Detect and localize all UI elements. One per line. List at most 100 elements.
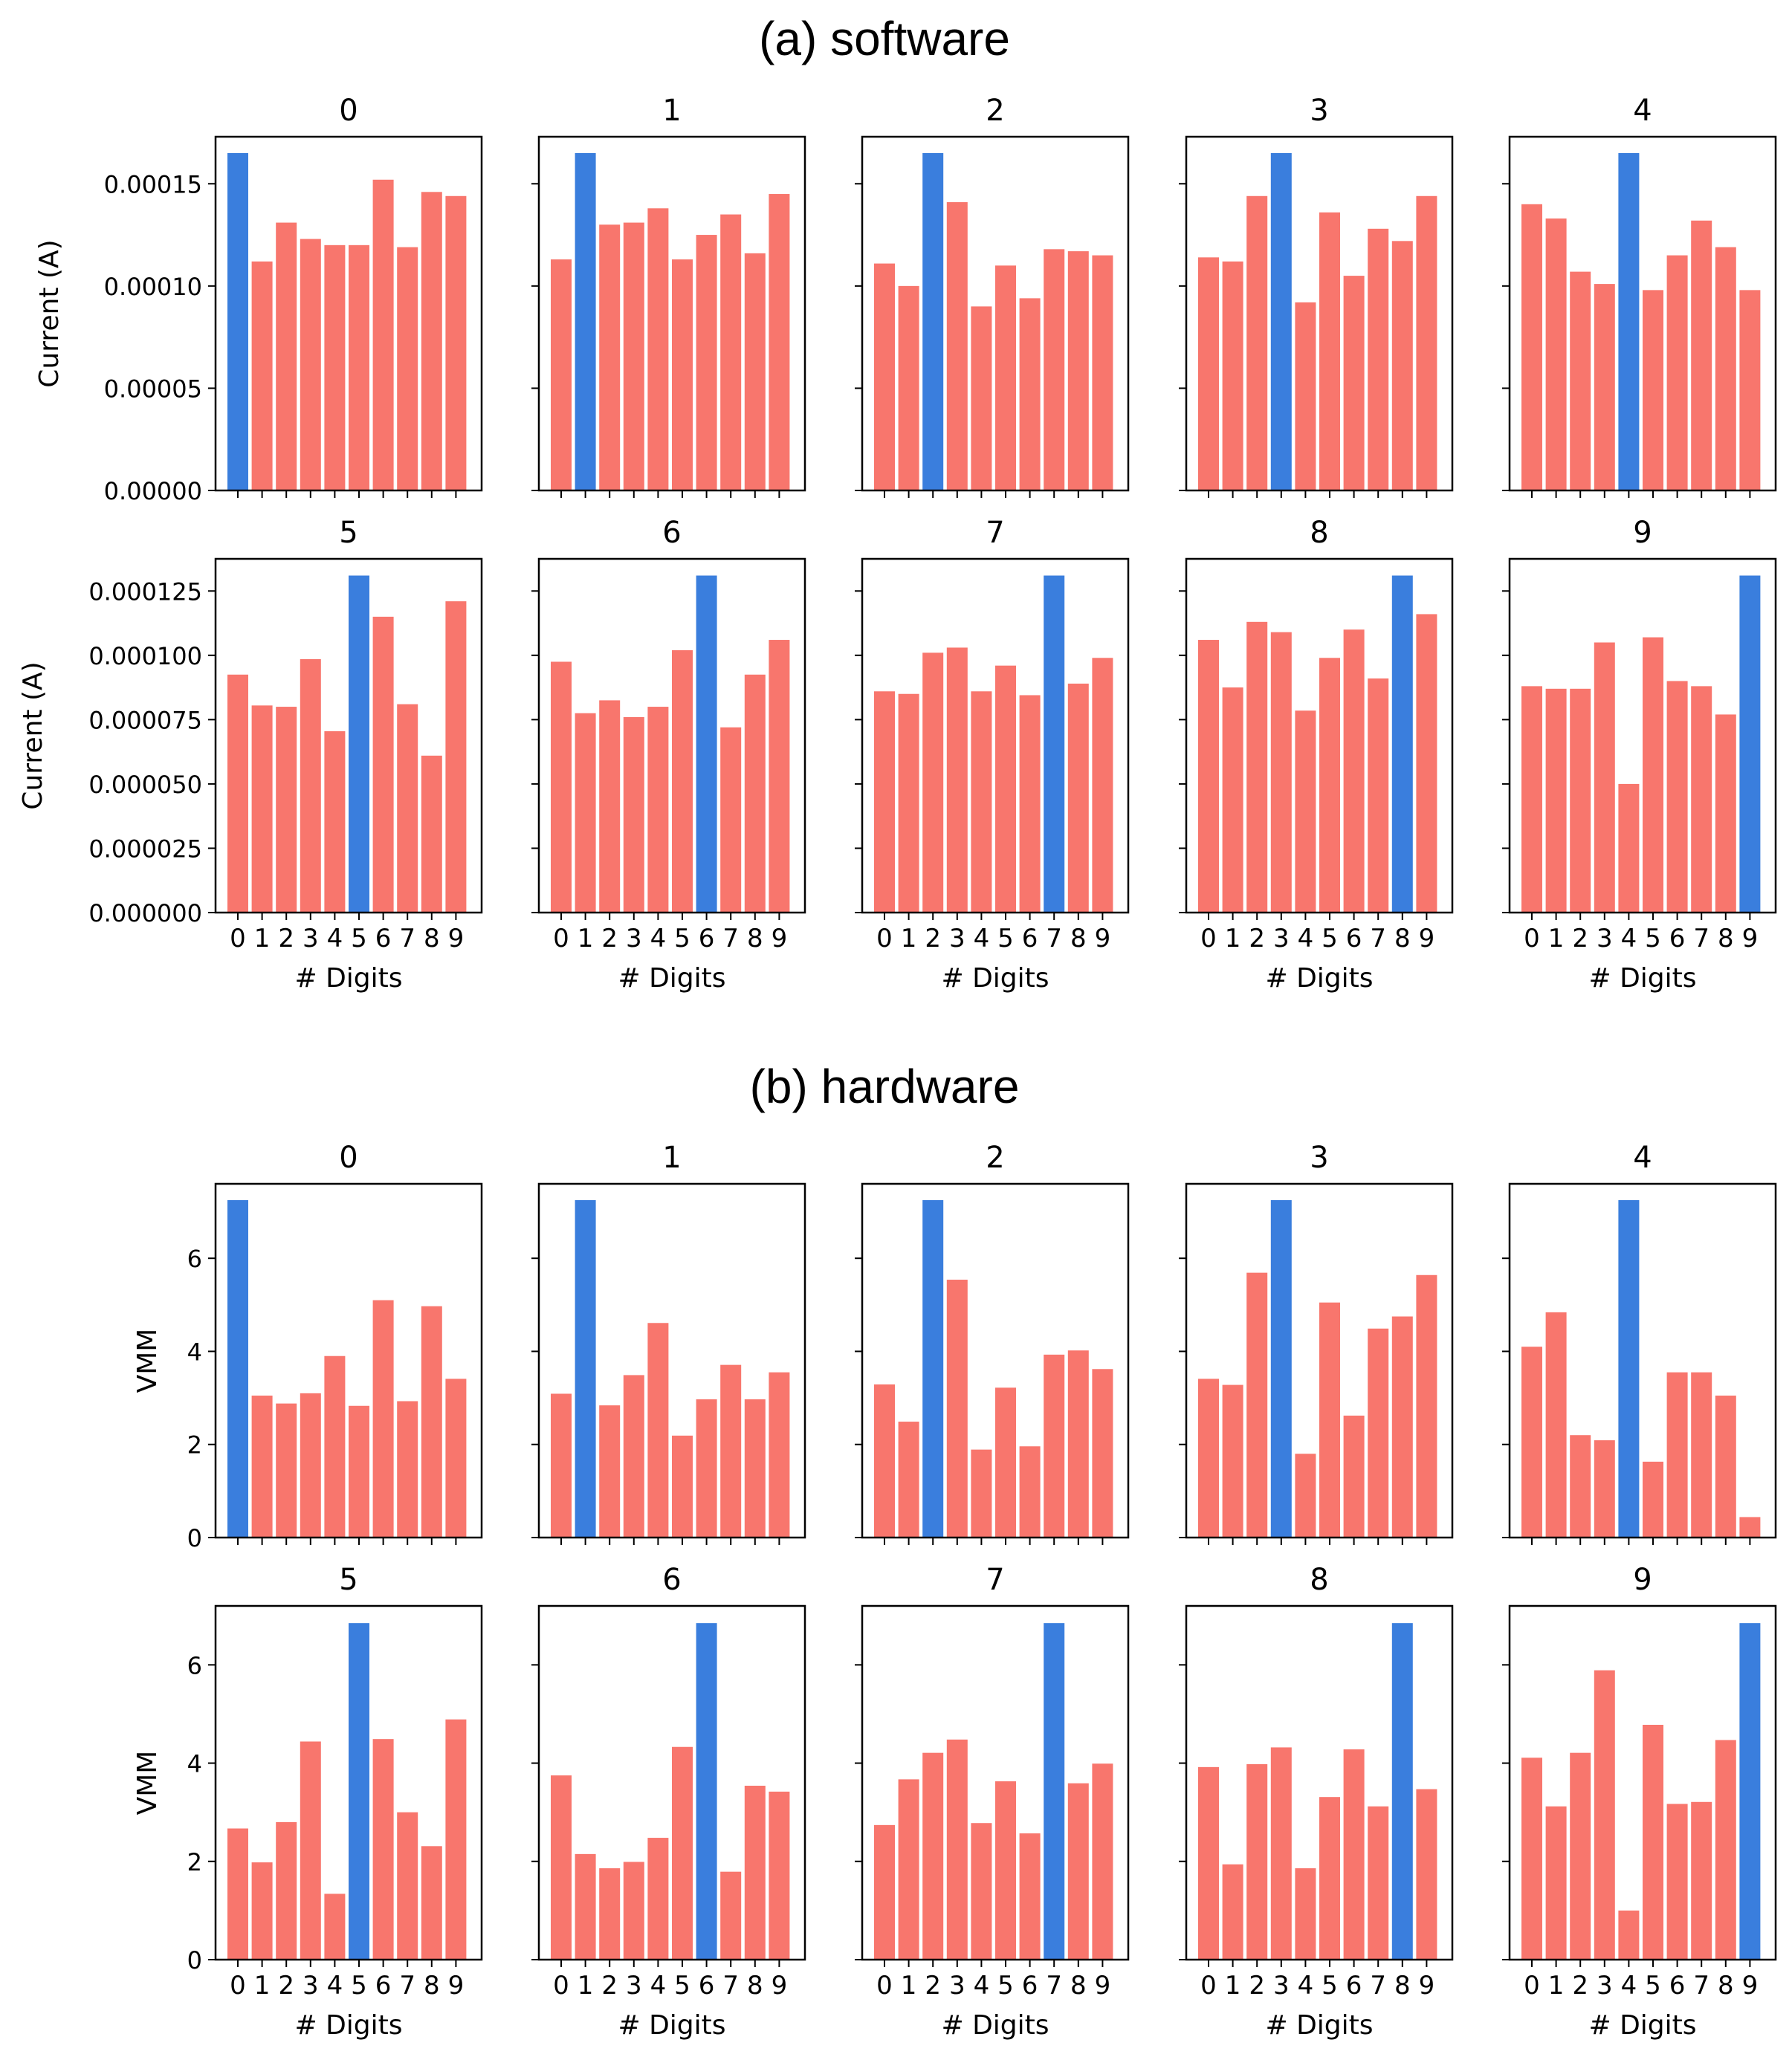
panel-title: 3 (1310, 94, 1328, 128)
bar-digit-4 (647, 1838, 669, 1960)
bar-digit-0 (1198, 640, 1219, 913)
y-axis-label: Current (A) (18, 661, 48, 809)
bar-digit-4 (1295, 302, 1316, 490)
bar-digit-0 (227, 153, 248, 490)
bar-digit-9 (769, 1791, 790, 1960)
panel-title: 6 (662, 1563, 681, 1597)
x-tick-label: 4 (327, 924, 343, 953)
bar-digit-7 (397, 1401, 418, 1538)
bar-digit-7 (720, 214, 742, 490)
bar-digit-9 (1092, 1369, 1113, 1538)
x-tick-label: 6 (1022, 924, 1038, 953)
x-tick-label: 8 (747, 924, 763, 953)
x-tick-label: 6 (699, 1971, 715, 2001)
bar-digit-4 (971, 691, 992, 913)
x-tick-label: 0 (230, 1971, 246, 2001)
bar-digit-6 (1019, 1446, 1041, 1538)
x-tick-label: 6 (1346, 1971, 1362, 2001)
axes-frame (537, 1182, 806, 1539)
bar-digit-1 (898, 1422, 919, 1538)
y-tick-label: 0.000050 (88, 771, 202, 799)
bar-digit-0 (1198, 1379, 1219, 1538)
x-tick-label: 7 (1693, 1971, 1709, 2001)
x-tick-label: 5 (1322, 1971, 1338, 2001)
bar-digit-4 (1618, 783, 1640, 913)
bar-digit-8 (1715, 1395, 1736, 1538)
bar-digit-1 (1545, 1806, 1567, 1960)
bar-digit-5 (995, 665, 1016, 913)
panel-title: 8 (1310, 516, 1328, 550)
bar-digit-7 (1044, 1623, 1065, 1960)
x-tick-label: 7 (1370, 924, 1386, 953)
bar-digit-6 (1666, 681, 1688, 913)
x-tick-label: 2 (278, 924, 294, 953)
x-tick-label: 6 (375, 924, 392, 953)
bar-digit-2 (1246, 1272, 1268, 1538)
x-tick-label: 7 (1370, 1971, 1386, 2001)
bar-digit-2 (1570, 1752, 1591, 1960)
y-tick-label: 0.000125 (88, 577, 202, 606)
section-title-software: (a) software (759, 12, 1010, 65)
panel-title: 0 (339, 1141, 358, 1175)
bar-digit-6 (1343, 276, 1365, 490)
x-tick-label: 2 (1572, 1971, 1588, 2001)
bar-digit-3 (300, 659, 321, 913)
bar-digit-4 (324, 1355, 346, 1538)
bar-digit-9 (1092, 1763, 1113, 1960)
bar-digit-9 (769, 640, 790, 913)
bar-digit-3 (1594, 1440, 1615, 1538)
bar-digit-4 (1295, 1454, 1316, 1538)
x-axis-label: # Digits (1265, 963, 1373, 994)
x-tick-label: 0 (553, 1971, 569, 2001)
subplot-0-7: 70 1 2 3 4 5 6 7 8 9# Digits (855, 516, 1130, 994)
bar-digit-3 (300, 239, 321, 490)
x-tick-label: 5 (351, 924, 367, 953)
bar-digit-9 (445, 1719, 467, 1960)
bar-digit-2 (599, 224, 621, 490)
bar-digit-7 (397, 704, 418, 913)
bar-digit-0 (227, 1828, 248, 1960)
panel-title: 0 (339, 94, 358, 128)
x-tick-label: 2 (601, 924, 618, 953)
bar-digit-8 (1391, 1316, 1413, 1538)
bar-digit-5 (349, 244, 369, 490)
bar-digit-0 (551, 661, 572, 913)
x-axis-label: # Digits (294, 963, 402, 994)
bar-digit-4 (647, 707, 669, 913)
bar-digit-8 (744, 253, 766, 490)
x-tick-label: 5 (997, 1971, 1014, 2001)
subplot-1-9: 90 1 2 3 4 5 6 7 8 9# Digits (1502, 1563, 1777, 2041)
x-tick-label: 5 (1645, 924, 1661, 953)
subplot-0-1: 1 (531, 94, 806, 498)
x-tick-label: 3 (303, 924, 319, 953)
bar-digit-3 (623, 1862, 644, 1960)
subplot-grid: 0 0.00000 0.00005 0.00010 0.00015 Current (A)… (18, 94, 1777, 2041)
axes-frame (214, 1604, 483, 1961)
bar-digit-1 (1222, 261, 1243, 490)
subplot-1-0: 0 0 2 4 6 VMM (132, 1141, 483, 1552)
subplot-1-6: 60 1 2 3 4 5 6 7 8 9# Digits (531, 1563, 806, 2041)
x-tick-label: 3 (1597, 924, 1613, 953)
bar-digit-2 (1570, 688, 1591, 913)
bar-digit-5 (995, 1781, 1016, 1960)
bar-digit-2 (599, 1868, 621, 1960)
subplot-1-7: 70 1 2 3 4 5 6 7 8 9# Digits (855, 1563, 1130, 2041)
bar-digit-3 (1594, 284, 1615, 490)
x-tick-label: 9 (1419, 924, 1435, 953)
axes-frame (861, 1182, 1130, 1539)
bar-digit-1 (251, 1395, 273, 1538)
x-axis-label: # Digits (618, 2010, 725, 2041)
bar-digit-3 (300, 1741, 321, 1960)
x-tick-label: 4 (327, 1971, 343, 2001)
x-tick-label: 7 (399, 924, 415, 953)
bar-digit-7 (720, 1364, 742, 1538)
panel-title: 1 (662, 94, 681, 128)
x-tick-label: 9 (1095, 1971, 1111, 2001)
bar-digit-4 (1618, 1199, 1640, 1538)
bar-digit-6 (1343, 629, 1365, 913)
bar-digit-9 (1416, 195, 1437, 490)
panel-title: 2 (986, 94, 1004, 128)
panel-title: 6 (662, 516, 681, 550)
x-tick-label: 3 (949, 924, 965, 953)
